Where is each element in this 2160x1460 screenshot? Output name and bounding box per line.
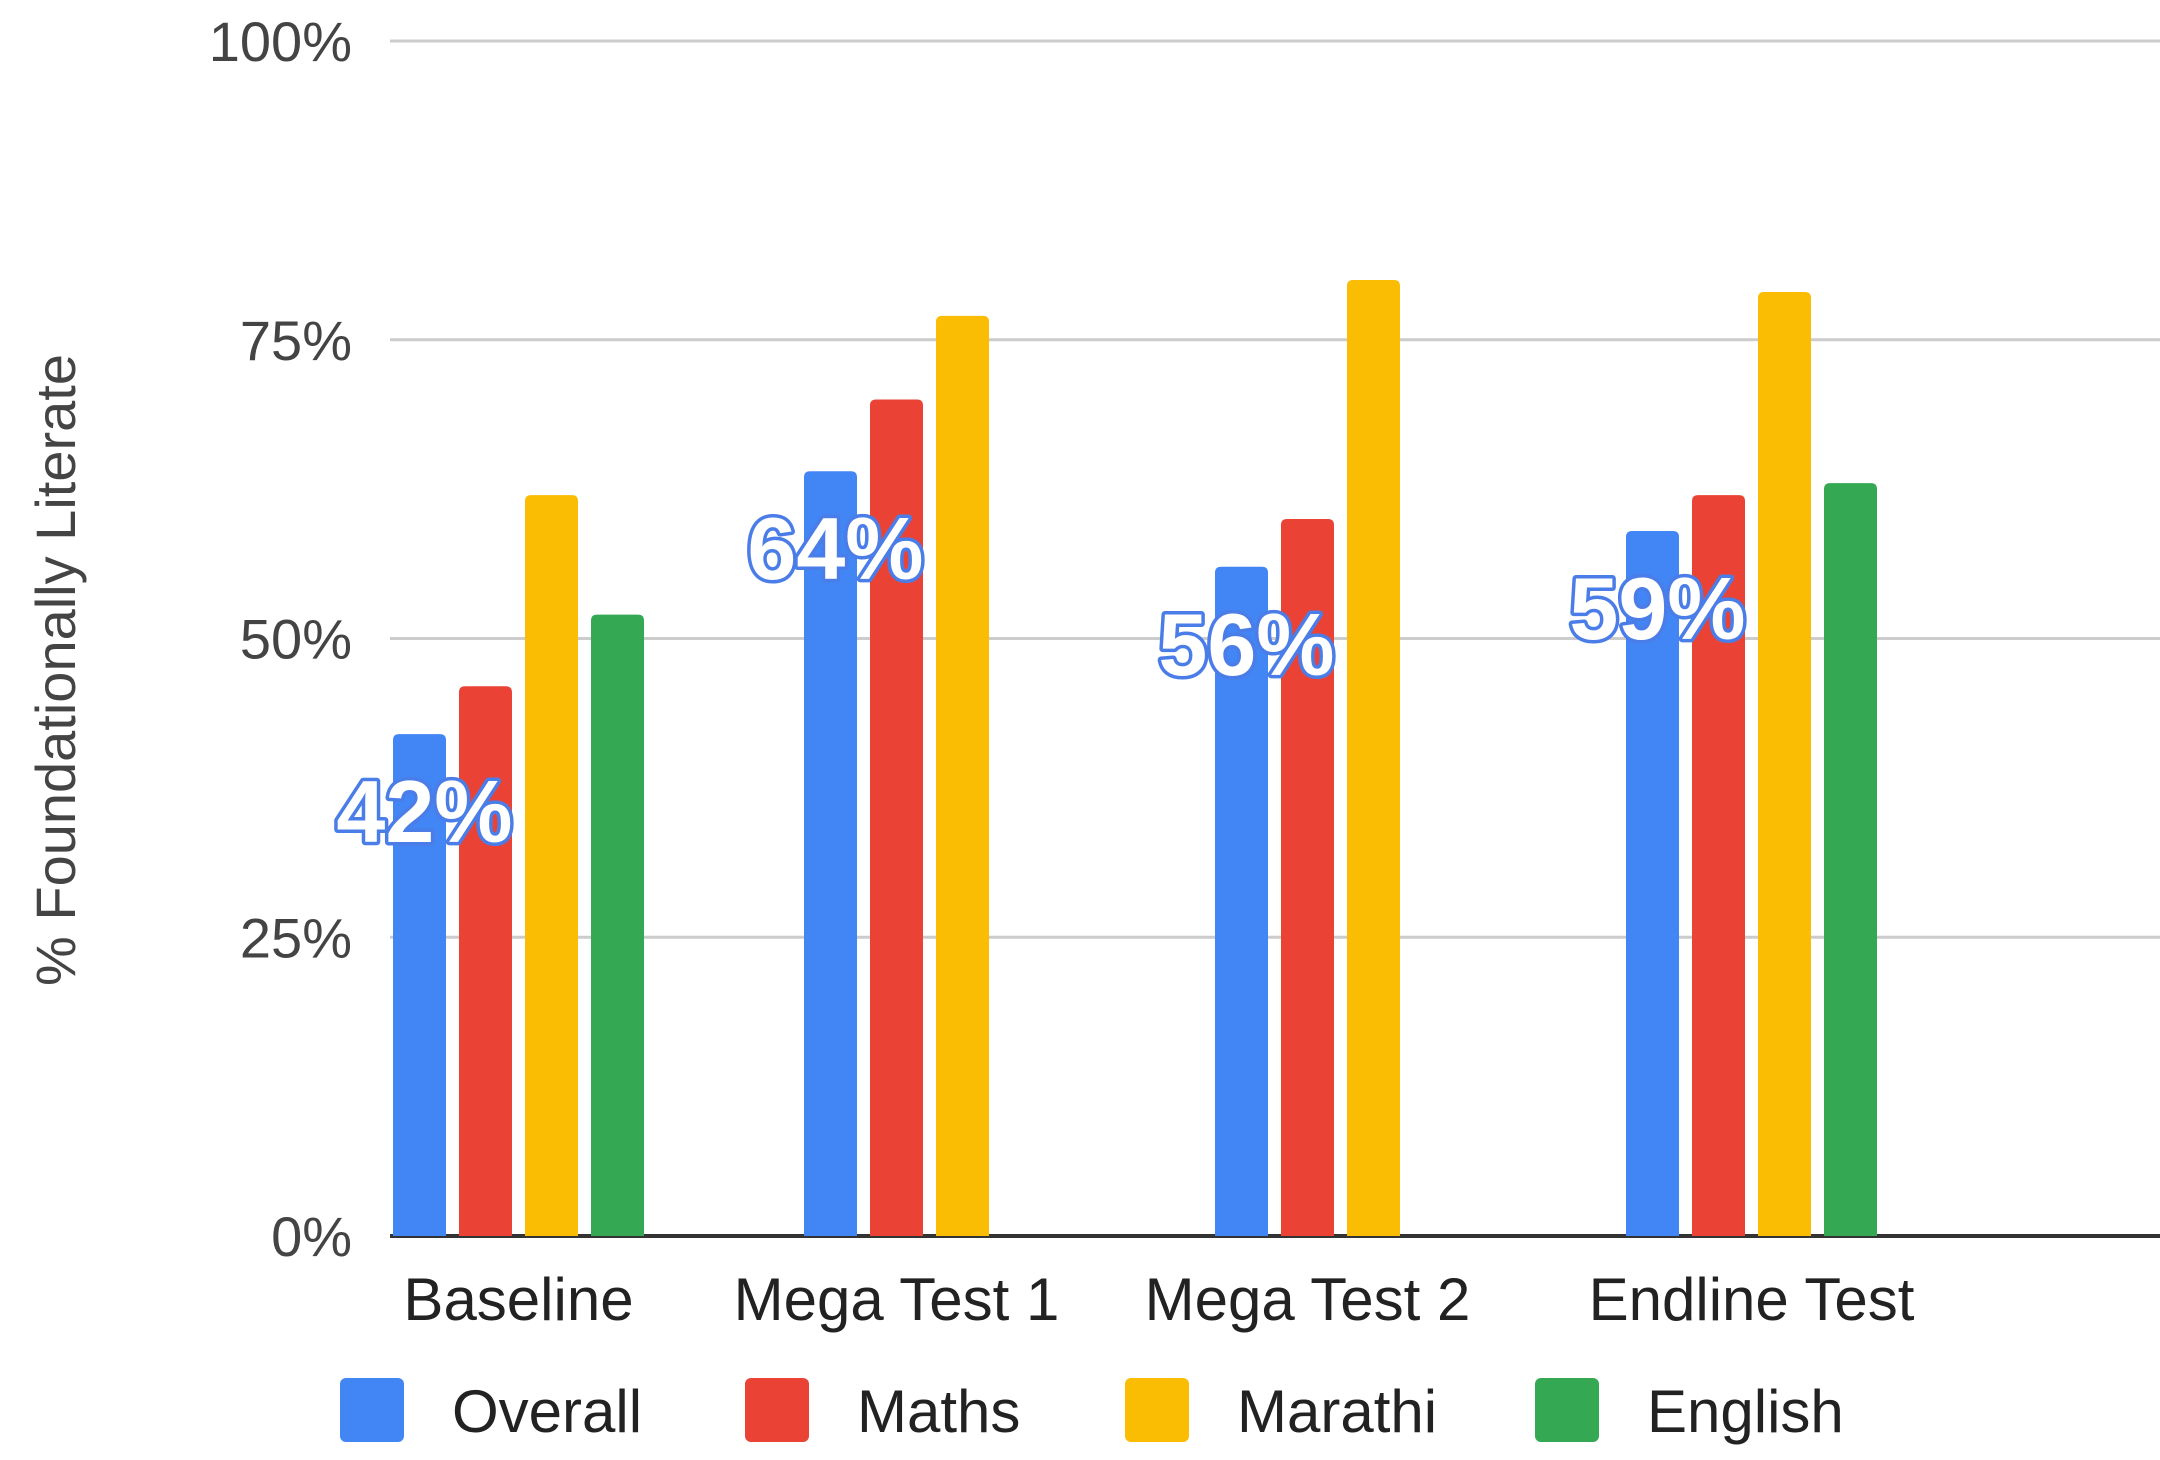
data-label: 59% — [1569, 559, 1745, 658]
legend-swatch-english — [1535, 1378, 1599, 1442]
y-axis: 0% 25% 50% 75% 100% — [209, 10, 352, 1268]
y-tick-label: 75% — [240, 309, 352, 372]
bar-maths — [1281, 519, 1334, 1236]
legend-label-overall: Overall — [452, 1378, 642, 1445]
data-label: 64% — [747, 499, 923, 598]
legend-label-marathi: Marathi — [1237, 1378, 1437, 1445]
category-label: Baseline — [403, 1266, 633, 1333]
bar-overall — [393, 734, 446, 1236]
category-label: Mega Test 2 — [1145, 1266, 1471, 1333]
legend-swatch-maths — [745, 1378, 809, 1442]
y-axis-title: % Foundationally Literate — [24, 354, 87, 986]
bar-marathi — [525, 495, 578, 1237]
y-tick-label: 50% — [240, 608, 352, 671]
legend-label-english: English — [1647, 1378, 1844, 1445]
bars — [393, 280, 1877, 1237]
data-label: 42% — [336, 762, 512, 861]
category-label: Endline Test — [1589, 1266, 1915, 1333]
bar-overall — [804, 471, 857, 1236]
y-tick-label: 0% — [271, 1205, 352, 1268]
bar-marathi — [1347, 280, 1400, 1236]
bar-maths — [870, 399, 923, 1236]
data-labels: 42% 64% 56% 59% — [333, 496, 1749, 865]
legend-label-maths: Maths — [857, 1378, 1020, 1445]
y-tick-label: 25% — [240, 906, 352, 969]
legend: Overall Maths Marathi English — [340, 1378, 1844, 1445]
bar-english — [591, 614, 644, 1236]
bar-marathi — [1758, 291, 1811, 1236]
bar-english — [1824, 483, 1877, 1236]
bar-maths — [459, 686, 512, 1236]
y-tick-label: 100% — [209, 10, 352, 73]
data-label: 56% — [1158, 595, 1334, 694]
bar-maths — [1692, 495, 1745, 1237]
category-label: Mega Test 1 — [734, 1266, 1060, 1333]
bar-marathi — [936, 315, 989, 1237]
legend-swatch-overall — [340, 1378, 404, 1442]
bar-overall — [1626, 530, 1679, 1236]
x-axis: Baseline Mega Test 1 Mega Test 2 Endline Te… — [403, 1266, 1914, 1333]
bar-overall — [1215, 566, 1268, 1236]
legend-swatch-marathi — [1125, 1378, 1189, 1442]
